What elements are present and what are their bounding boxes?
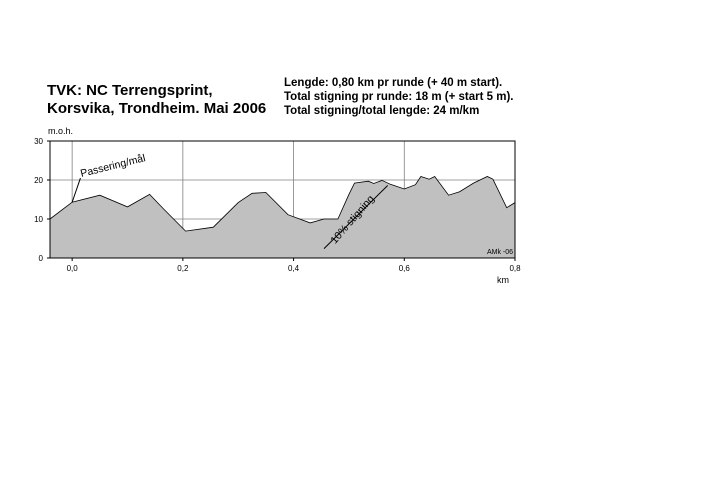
y-tick-label-3: 30 (34, 137, 43, 146)
finish-annotation: Passering/mål (79, 152, 146, 180)
course-stats: Lengde: 0,80 km pr runde (+ 40 m start).… (284, 76, 514, 118)
elevation-area (49, 175, 516, 259)
chart-title: TVK: NC Terrengsprint, Korsvika, Trondhe… (47, 82, 266, 118)
title-line-2: Korsvika, Trondheim. Mai 2006 (47, 100, 267, 117)
stats-climb-ratio: Total stigning/total lengde: 24 m/km (284, 105, 480, 117)
plot-frame (49, 140, 516, 259)
x-tick-label-2: 0,4 (288, 264, 300, 273)
axis-ticks: 0,0 0,2 0,4 0,6 0,8 0 10 20 30 (34, 137, 521, 273)
title-line-1: TVK: NC Terrengsprint, (47, 82, 213, 99)
y-tick-label-0: 0 (39, 254, 44, 263)
x-tick-label-4: 0,8 (509, 264, 521, 273)
slope-reference-line (323, 185, 389, 249)
credit-label: AMk -06 (487, 249, 513, 256)
y-tick-label-2: 20 (34, 176, 43, 185)
stats-length: Lengde: 0,80 km pr runde (+ 40 m start). (284, 77, 503, 89)
x-axis-label: km (497, 275, 509, 285)
finish-pointer-line (71, 177, 81, 203)
y-tick-label-1: 10 (34, 215, 43, 224)
x-tick-label-3: 0,6 (399, 264, 411, 273)
x-tick-label-0: 0,0 (67, 264, 79, 273)
stats-climb-per-lap: Total stigning pr runde: 18 m (+ start 5… (284, 91, 514, 103)
y-axis-label: m.o.h. (48, 126, 73, 136)
x-tick-label-1: 0,2 (177, 264, 189, 273)
